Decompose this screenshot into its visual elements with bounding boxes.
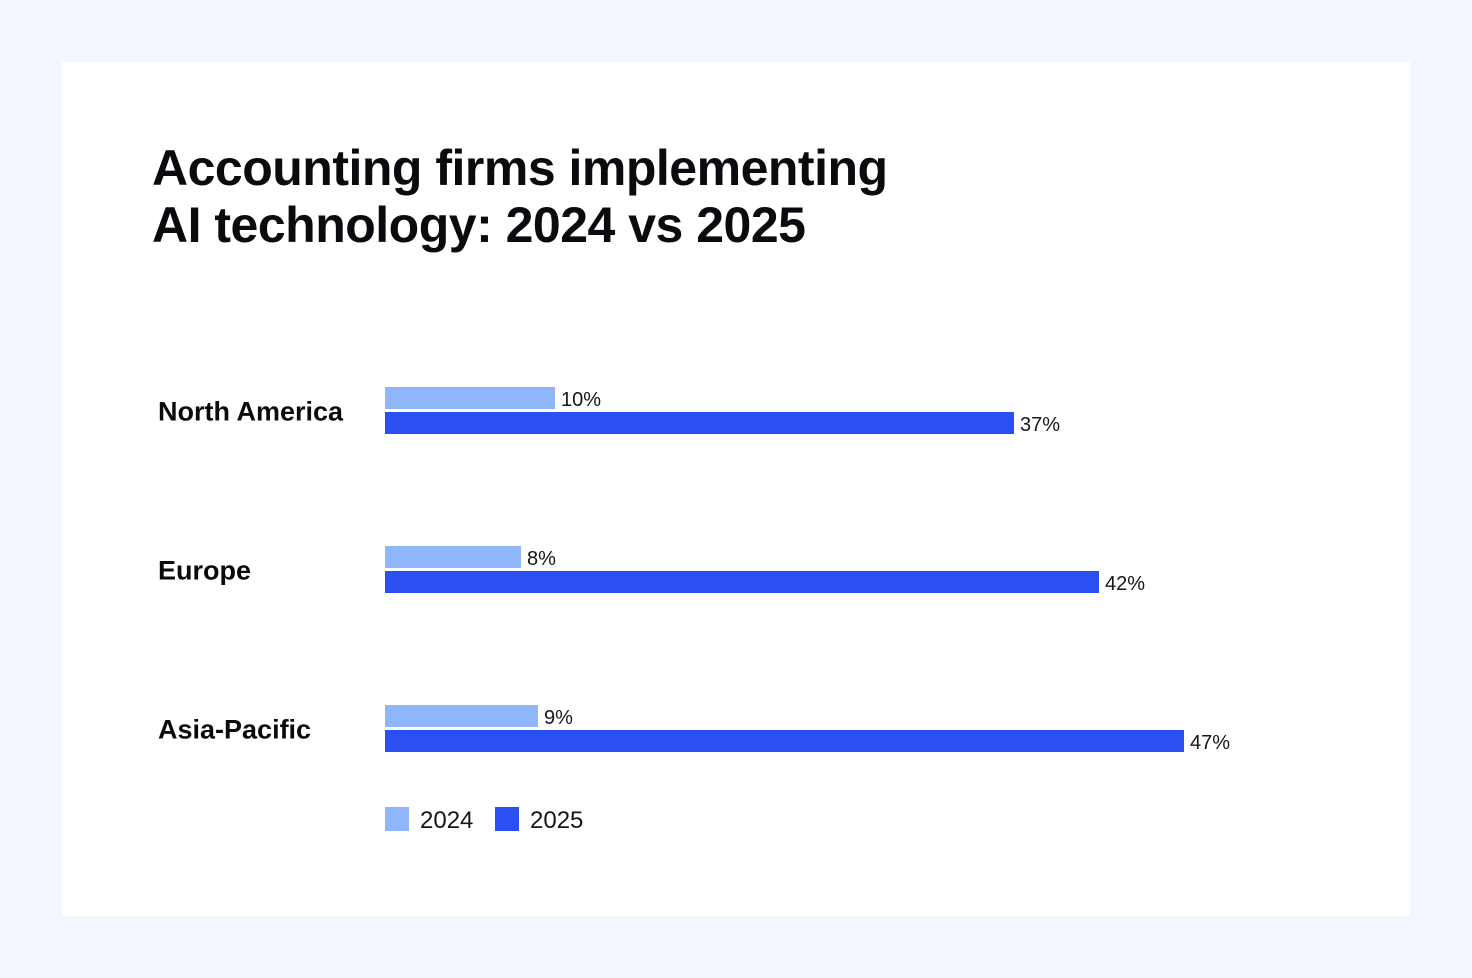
value-label-europe-2025: 42%	[1105, 573, 1145, 595]
bar-europe-2025	[385, 571, 1099, 593]
legend-label-2025: 2025	[530, 807, 583, 834]
value-label-asia-pacific-2025: 47%	[1190, 732, 1230, 754]
legend-label-2024: 2024	[420, 807, 473, 834]
bar-north-america-2025	[385, 412, 1014, 434]
value-label-asia-pacific-2024: 9%	[544, 707, 573, 729]
value-label-north-america-2025: 37%	[1020, 414, 1060, 436]
bar-chart: North America 10% 37% Europe 8% 42% Asia-Pacif…	[158, 387, 1230, 834]
category-label-north-america: North America	[158, 397, 344, 427]
value-label-europe-2024: 8%	[527, 548, 556, 570]
chart-title-line-2: AI technology: 2024 vs 2025	[152, 197, 806, 253]
bar-asia-pacific-2024	[385, 705, 538, 727]
legend-swatch-2024	[385, 807, 409, 831]
chart-card: Accounting firms implementing AI technol…	[62, 62, 1410, 916]
bar-asia-pacific-2025	[385, 730, 1184, 752]
chart-title-line-1: Accounting firms implementing	[152, 140, 888, 196]
chart-title: Accounting firms implementing AI technol…	[152, 140, 888, 254]
bar-north-america-2024	[385, 387, 555, 409]
bar-europe-2024	[385, 546, 521, 568]
value-label-north-america-2024: 10%	[561, 389, 601, 411]
legend-swatch-2025	[495, 807, 519, 831]
category-label-asia-pacific: Asia-Pacific	[158, 715, 311, 745]
category-label-europe: Europe	[158, 556, 251, 586]
